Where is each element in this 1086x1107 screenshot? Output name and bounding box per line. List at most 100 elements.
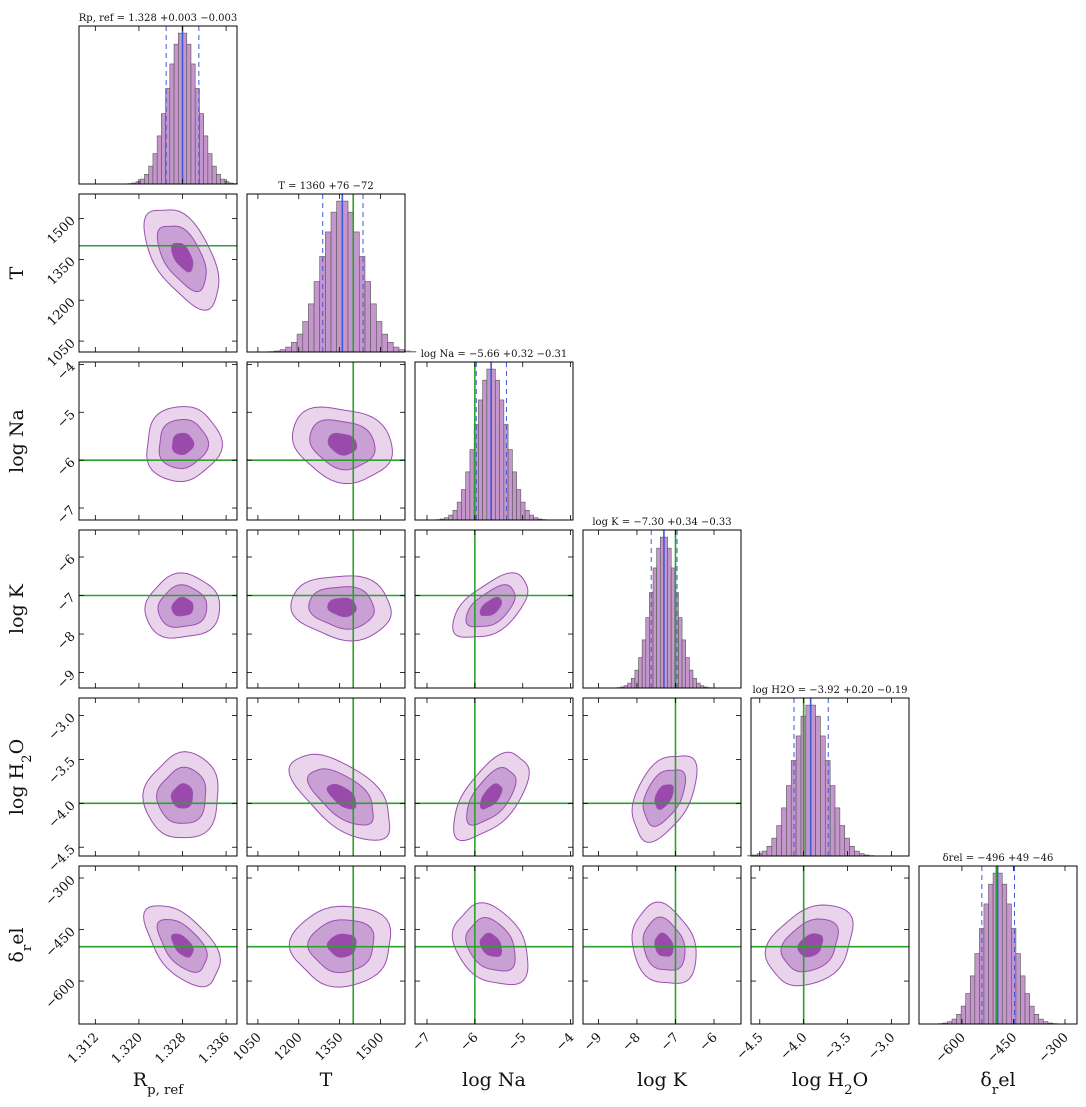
histogram-bar: [820, 735, 826, 857]
contour-levels: [146, 406, 223, 483]
histogram-bar: [795, 735, 802, 857]
histogram-bar: [1038, 1018, 1044, 1025]
histogram-na: log Na = −5.66 +0.32 −0.31: [414, 349, 574, 521]
histogram-bar: [387, 341, 394, 353]
y-axis-label: δrel: [6, 927, 35, 962]
histogram-T: T = 1360 +76 −72: [246, 181, 417, 353]
contour-level-3: [171, 596, 194, 617]
x-axis-label: log K: [637, 1069, 688, 1091]
histogram-bar: [1024, 993, 1030, 1025]
panel-frame: [414, 697, 574, 857]
contour-drel-vs-k: −9 −8 −7 −6 log K: [581, 865, 742, 1091]
panel-frame: [582, 529, 742, 689]
contour-k-vs-na: [414, 529, 574, 689]
x-tick-label: −3.5: [821, 1030, 854, 1063]
histogram-bar: [1001, 883, 1008, 1025]
contour-levels: [451, 902, 529, 986]
contour-drel-vs-h2o: −4.5 −4.0 −3.5 −3.0 log H2O: [734, 865, 910, 1098]
histogram-bar: [627, 682, 632, 689]
y-tick-label: −8: [54, 629, 78, 653]
panel-title: Rp, ref = 1.328 +0.003 −0.003: [79, 13, 237, 24]
histogram-rp: Rp, ref = 1.328 +0.003 −0.003: [78, 13, 238, 185]
y-tick-label: −6: [54, 552, 78, 576]
x-tick-label: −6: [458, 1030, 482, 1054]
histogram-bars: [616, 536, 712, 689]
panel-frame: [78, 193, 238, 353]
histogram-bar: [186, 43, 192, 185]
contour-h2o-vs-rp: −4.5 −4.0 −3.5 −3.0 log H2O: [6, 697, 238, 875]
histogram-bar: [641, 639, 647, 689]
y-axis-label: T: [6, 266, 28, 279]
contour-level-3: [479, 596, 503, 617]
histogram-bar: [456, 501, 462, 521]
histogram-bar: [156, 135, 162, 185]
histogram-bar: [465, 471, 471, 521]
histogram-bar: [834, 807, 841, 857]
histogram-bar: [1029, 1005, 1035, 1025]
histogram-bar: [761, 850, 768, 857]
x-tick-label: −9: [581, 1030, 605, 1054]
x-tick-label: 1.312: [65, 1030, 102, 1067]
histogram-bar: [302, 321, 309, 353]
histogram-bar: [689, 669, 694, 689]
histogram-bar: [529, 514, 534, 521]
histogram-bar: [507, 449, 513, 521]
contour-levels: [631, 901, 697, 984]
histogram-bar: [685, 657, 690, 689]
panel-title: T = 1360 +76 −72: [278, 181, 373, 192]
panel-frame: [78, 697, 238, 857]
histogram-bar: [381, 333, 388, 353]
x-tick-label: −4: [553, 1030, 577, 1054]
histogram-bar: [353, 231, 360, 353]
histogram-bar: [988, 883, 994, 1025]
contour-level-3: [326, 933, 357, 958]
histogram-bar: [656, 547, 661, 689]
contour-level-3: [170, 783, 194, 809]
panel-frame: [78, 529, 238, 689]
x-tick-label: −8: [620, 1030, 644, 1054]
histogram-bar: [392, 346, 400, 353]
x-tick-label: 1.320: [109, 1030, 146, 1067]
histogram-drel: δrel = −496 +49 −46 −600 −450 −300 δrel: [918, 853, 1078, 1098]
panel-title: log K = −7.30 +0.34 −0.33: [592, 517, 731, 528]
contour-level-3: [171, 432, 195, 456]
contour-level-3: [654, 932, 674, 957]
histogram-bar: [342, 200, 349, 353]
histogram-bar: [330, 211, 337, 353]
x-tick-label: −7: [410, 1030, 434, 1054]
contour-h2o-vs-k: [582, 697, 742, 857]
histogram-bar: [670, 567, 676, 689]
y-axis-label: log Na: [6, 409, 28, 473]
histogram-bar: [325, 231, 332, 353]
histogram-bar: [478, 399, 483, 521]
y-tick-label: −4.0: [46, 798, 79, 831]
histogram-k: log K = −7.30 +0.34 −0.33: [582, 517, 742, 689]
panel-frame: [918, 865, 1078, 1025]
x-tick-label: −5: [505, 1030, 529, 1054]
y-tick-label: 1500: [45, 214, 79, 248]
contour-levels: [764, 904, 854, 987]
histogram-bar: [983, 903, 989, 1025]
histogram-bar: [169, 63, 175, 185]
x-tick-label: 1350: [312, 1030, 346, 1064]
panel-frame: [582, 865, 742, 1025]
histogram-bar: [849, 845, 855, 857]
panel-frame: [246, 529, 406, 689]
histogram-bar: [296, 333, 304, 353]
contour-h2o-vs-na: [414, 697, 574, 857]
histogram-bar: [829, 785, 836, 857]
x-tick-label: 1.336: [196, 1030, 233, 1067]
contour-h2o-vs-T: [246, 697, 406, 857]
contour-level-3: [479, 932, 503, 957]
histogram-bar: [776, 825, 782, 857]
panel-frame: [246, 193, 406, 353]
x-axis-label: log H2O: [792, 1069, 868, 1098]
histogram-bar: [512, 471, 517, 521]
contour-levels: [143, 209, 220, 311]
histogram-bar: [139, 178, 145, 185]
histogram-bar: [148, 165, 154, 185]
contour-drel-vs-rp: 1.312 1.320 1.328 1.336 Rp, ref −600 −450 −300δ…: [6, 865, 238, 1098]
histogram-bar: [969, 975, 976, 1025]
histogram-bar: [482, 379, 488, 521]
